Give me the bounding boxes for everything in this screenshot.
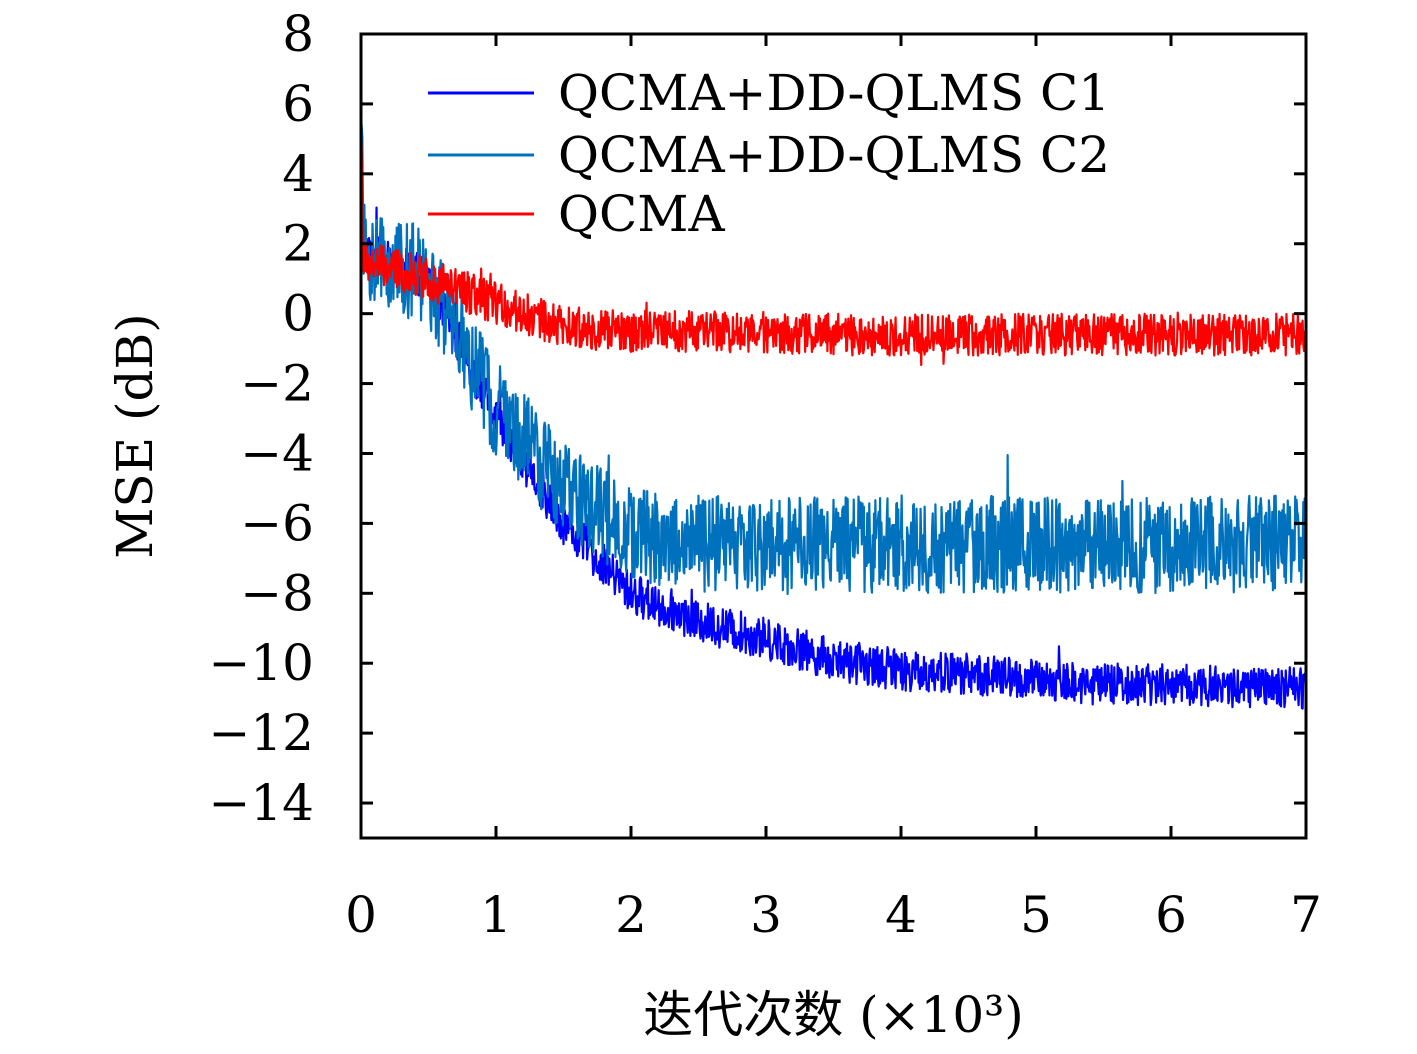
x-axis-label: 迭代次数 (×10³)	[643, 986, 1023, 1044]
y-tick-label: −14	[208, 774, 314, 832]
y-axis-label: MSE (dB)	[106, 313, 164, 559]
y-tick-label: −2	[240, 355, 314, 413]
y-tick-label: −4	[240, 424, 314, 482]
ticks: 0 1 2 3 4 5 6 7 8 6 4 2 0 −2 −4 −6 −8 −10 −12 −14	[208, 5, 1321, 944]
legend-label: QCMA	[558, 185, 725, 243]
plot-frame	[359, 32, 1308, 840]
series-line-2	[361, 124, 1306, 596]
y-tick-label: −8	[240, 564, 314, 622]
y-tick-label: −10	[208, 634, 314, 692]
y-tick-label: −6	[240, 494, 314, 552]
y-tick-label: 8	[282, 5, 314, 63]
legend-label: QCMA+DD-QLMS C1	[558, 64, 1110, 122]
series-line-3	[361, 122, 1306, 367]
x-tick-label: 1	[480, 886, 512, 944]
x-tick-label: 2	[615, 886, 647, 944]
x-tick-label: 3	[750, 886, 782, 944]
y-tick-label: 2	[282, 215, 314, 273]
x-tick-label: 6	[1155, 886, 1187, 944]
x-tick-label: 4	[885, 886, 917, 944]
legend-label: QCMA+DD-QLMS C2	[558, 126, 1110, 184]
x-tick-label: 0	[345, 886, 377, 944]
y-tick-label: −12	[208, 704, 314, 762]
x-tick-label: 7	[1290, 886, 1322, 944]
y-tick-label: 4	[282, 145, 314, 203]
y-tick-label: 6	[282, 75, 314, 133]
y-tick-label: 0	[282, 285, 314, 343]
x-tick-label: 5	[1020, 886, 1052, 944]
